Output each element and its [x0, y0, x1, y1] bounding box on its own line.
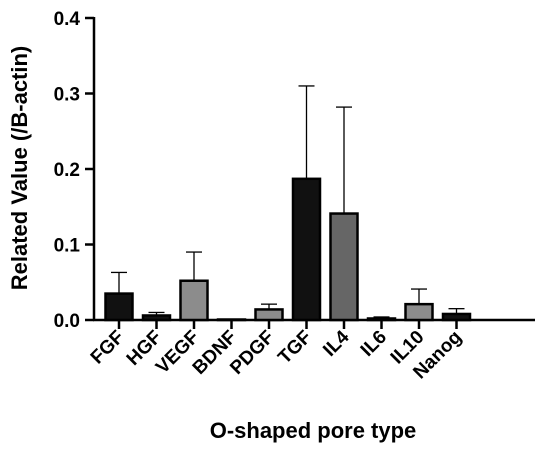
y-axis-title: Related Value (/B-actin) [7, 46, 32, 291]
category-label-pdgf: PDGF [226, 327, 278, 379]
category-label-il4: IL4 [319, 326, 354, 361]
bar-nanog [441, 312, 472, 322]
category-label-il6: IL6 [357, 327, 391, 361]
y-axis: 0.0 0.1 0.2 0.3 0.4 [54, 9, 96, 332]
bar-il10 [404, 302, 434, 322]
bar-vegf [179, 279, 209, 322]
y-tick-label: 0.1 [54, 236, 81, 257]
bar-il6 [366, 317, 397, 322]
bar-tgf [291, 177, 322, 322]
y-tick-label: 0.4 [54, 9, 81, 30]
x-axis-title: O-shaped pore type [210, 418, 417, 443]
bar-fgf [104, 292, 134, 322]
bar-pdgf [254, 308, 284, 322]
error-bars [111, 85, 465, 319]
bar-il4 [329, 212, 359, 322]
bar-hgf [141, 314, 172, 322]
y-tick-label: 0.3 [54, 85, 80, 106]
bar-bdnf [216, 318, 247, 322]
y-tick-label: 0.2 [54, 160, 80, 181]
category-label-tgf: TGF [274, 327, 316, 369]
x-axis [93, 318, 535, 329]
category-label-fgf: FGF [87, 327, 129, 369]
y-tick-label: 0.0 [54, 311, 80, 332]
bars [104, 177, 472, 322]
